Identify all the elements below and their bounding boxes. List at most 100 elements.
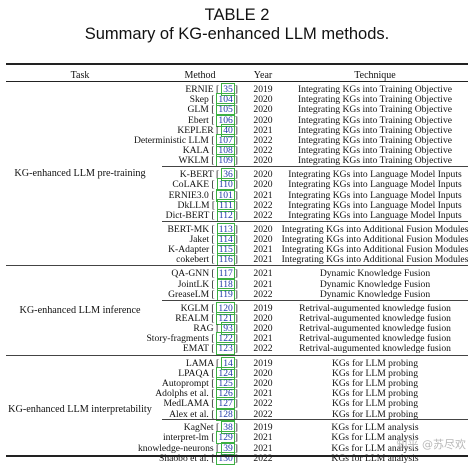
technique-cell: Integrating KGs into Training Objective <box>297 84 452 95</box>
method-cell: Jaket [114] <box>189 232 238 246</box>
citation-link[interactable]: 38 <box>221 421 235 435</box>
technique-cell: Integrating KGs into Language Model Inpu… <box>288 179 462 191</box>
method-cell: Dict-BERT [112] <box>165 208 238 222</box>
citation-link[interactable]: 113 <box>216 222 235 236</box>
citation-link[interactable]: 118 <box>216 277 235 291</box>
citation-link[interactable]: 39 <box>221 441 235 455</box>
method-name: WKLM <box>178 155 209 167</box>
method-name: knowledge-neurons <box>137 442 214 454</box>
year-cell: 2019 <box>253 302 273 314</box>
method-name: Jaket <box>189 233 210 245</box>
method-name: QA-GNN <box>171 268 210 280</box>
year-cell: 2021 <box>253 124 273 136</box>
method-name: LPAQA <box>178 367 209 379</box>
method-name: ERNIE3.0 <box>168 189 209 201</box>
method-name: Alex et al. <box>169 408 209 420</box>
citation-link[interactable]: 128 <box>216 407 235 421</box>
method-name: LAMA <box>185 357 214 369</box>
citation-link[interactable]: 104 <box>216 93 235 107</box>
method-name: DkLLM <box>177 199 210 211</box>
year-cell: 2022 <box>253 288 273 300</box>
citation-link[interactable]: 101 <box>216 188 235 202</box>
technique-cell: Dynamic Knowledge Fusion <box>319 268 431 280</box>
header-method: Method <box>184 70 216 81</box>
citation-link[interactable]: 105 <box>216 103 235 117</box>
technique-cell: Retrival-augumented knowledge fusion <box>299 302 451 314</box>
method-cell: Ebert [106] <box>188 113 238 127</box>
citation-link[interactable]: 111 <box>217 198 235 212</box>
citation-link[interactable]: 124 <box>216 366 235 380</box>
year-cell: 2021 <box>253 333 273 345</box>
method-cell: RAG [93] <box>193 321 238 335</box>
citation-link[interactable]: 119 <box>216 287 235 301</box>
method-cell: JointLK [118] <box>177 277 238 291</box>
citation-link[interactable]: 123 <box>216 342 235 356</box>
method-cell: cokebert [116] <box>176 253 238 267</box>
citation-link[interactable]: 125 <box>216 376 235 390</box>
citation-link[interactable]: 126 <box>216 387 235 401</box>
year-cell: 2021 <box>253 254 273 266</box>
top-rule <box>6 63 468 65</box>
citation-link[interactable]: 108 <box>216 144 235 158</box>
citation-link[interactable]: 112 <box>216 208 235 222</box>
citation-link[interactable]: 116 <box>216 253 235 267</box>
table-caption: Summary of KG-enhanced LLM methods. <box>84 25 390 43</box>
year-cell: 2021 <box>253 244 273 255</box>
citation-link[interactable]: 35 <box>221 83 235 96</box>
citation-link[interactable]: 40 <box>221 123 235 137</box>
citation-link[interactable]: 114 <box>216 232 235 246</box>
method-cell: LAMA [14] <box>185 356 238 370</box>
year-cell: 2020 <box>253 169 273 181</box>
citation-link[interactable]: 14 <box>221 356 235 370</box>
method-cell: Autoprompt [125] <box>161 376 238 390</box>
block-separator <box>162 419 468 421</box>
technique-cell: Retrival-augumented knowledge fusion <box>299 343 451 355</box>
citation-link[interactable]: 106 <box>216 113 235 127</box>
year-cell: 2020 <box>253 367 273 379</box>
year-cell: 2020 <box>253 94 273 106</box>
year-cell: 2022 <box>253 199 273 211</box>
citation-link[interactable]: 110 <box>216 178 235 192</box>
method-name: KALA <box>182 145 209 157</box>
citation-link[interactable]: 129 <box>216 431 235 445</box>
method-name: KEPLER <box>177 124 214 136</box>
method-name: BERT-MK <box>167 223 210 235</box>
technique-cell: KGs for LLM probing <box>331 388 419 400</box>
citation-link[interactable]: 36 <box>221 168 235 182</box>
technique-cell: KGs for LLM analysis <box>331 422 419 434</box>
method-cell: Adolphs et al. [126] <box>155 387 238 401</box>
method-name: JointLK <box>177 278 210 290</box>
technique-cell: Integrating KGs into Training Objective <box>297 155 452 167</box>
citation-link[interactable]: 107 <box>216 134 235 147</box>
method-cell: REALM [121] <box>175 311 238 325</box>
year-cell: 2021 <box>253 189 273 201</box>
year-cell: 2022 <box>253 135 273 146</box>
method-name: MedLAMA <box>163 398 209 410</box>
table-number: TABLE 2 <box>204 6 270 24</box>
technique-cell: KGs for LLM probing <box>331 367 419 379</box>
citation-link[interactable]: 120 <box>216 301 235 315</box>
technique-cell: KGs for LLM analysis <box>331 442 419 454</box>
citation-link[interactable]: 122 <box>216 332 235 346</box>
method-name: KGLM <box>180 302 209 314</box>
citation-link[interactable]: 93 <box>221 321 235 335</box>
citation-link[interactable]: 115 <box>216 243 235 256</box>
method-cell: KagNet [38] <box>183 421 238 435</box>
citation-link[interactable]: 127 <box>216 397 235 411</box>
method-name: Dict-BERT <box>165 209 210 221</box>
method-name: Ebert <box>188 114 209 126</box>
citation-link[interactable]: 117 <box>216 267 235 281</box>
citation-link[interactable]: 109 <box>216 154 235 168</box>
citation-link[interactable]: 121 <box>216 311 235 325</box>
method-cell: KALA [108] <box>182 144 238 158</box>
method-cell: EMAT [123] <box>182 342 238 356</box>
method-name: Skep <box>189 94 209 106</box>
year-cell: 2020 <box>253 233 273 245</box>
technique-cell: Integrating KGs into Additional Fusion M… <box>281 244 469 255</box>
year-cell: 2022 <box>253 209 273 221</box>
method-cell: ERNIE3.0 [101] <box>168 188 238 202</box>
method-name: K-Adapter <box>168 244 210 255</box>
year-cell: 2021 <box>253 442 273 454</box>
citation-link[interactable]: 130 <box>216 451 235 465</box>
technique-cell: Integrating KGs into Training Objective <box>297 135 452 146</box>
